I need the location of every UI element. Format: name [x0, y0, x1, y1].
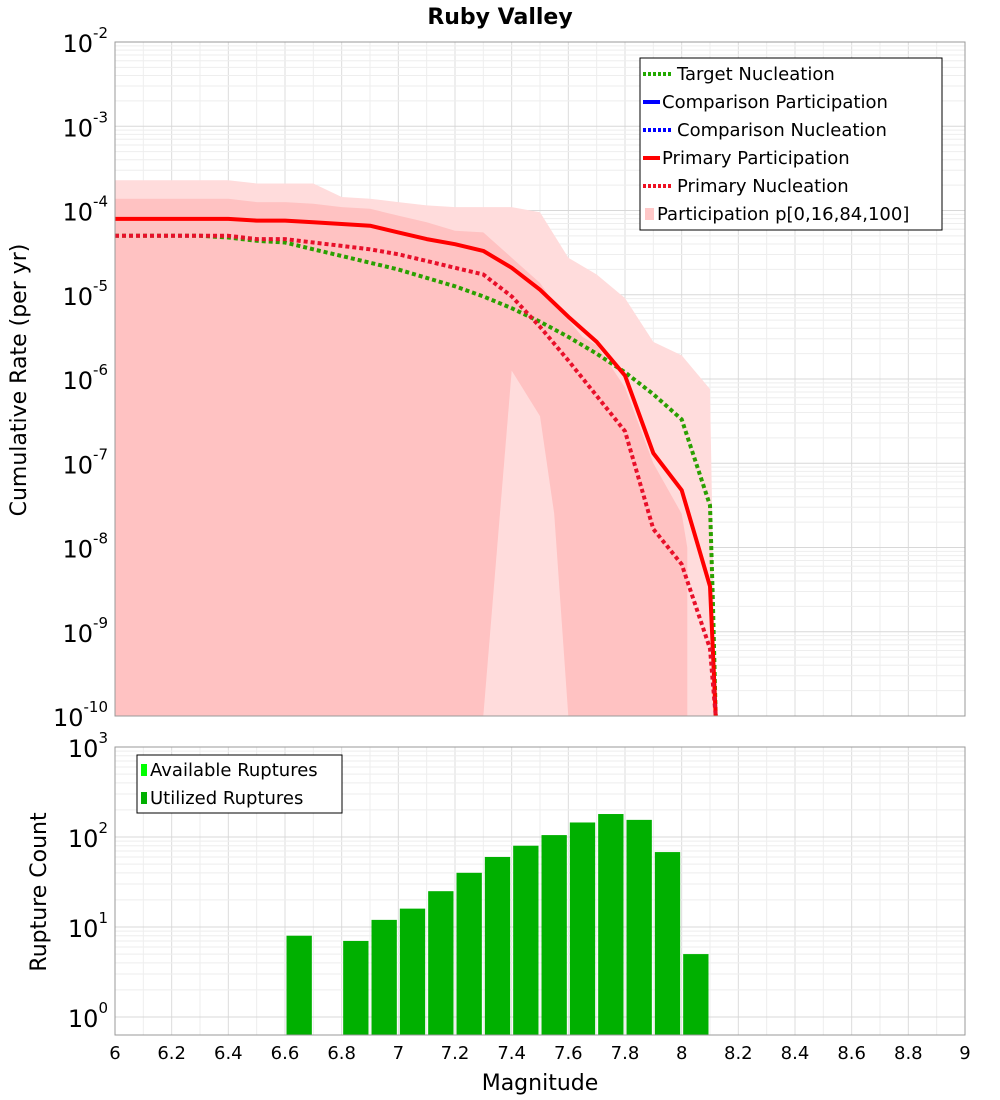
legend-label: Comparison Participation — [662, 92, 888, 113]
y-tick-label: 10-10 — [53, 698, 108, 732]
x-tick-label: 8.8 — [894, 1043, 923, 1064]
x-tick-label: 8.6 — [837, 1043, 866, 1064]
y-tick-base: 10 — [62, 114, 93, 142]
primary-nucleation-line — [115, 233, 718, 717]
bottom-plot-area — [286, 814, 709, 1035]
x-tick-label: 8.2 — [724, 1043, 753, 1064]
y-tick-exponent: 2 — [98, 819, 108, 837]
y-tick-base: 10 — [68, 1005, 99, 1033]
rupture-count-bar — [484, 856, 511, 1035]
bottom-legend: Available Ruptures Utilized Ruptures — [136, 754, 343, 814]
top-legend: Target Nucleation Comparison Participatio… — [639, 57, 943, 231]
x-tick-label: 9 — [959, 1043, 970, 1064]
y-tick-exponent: -3 — [93, 108, 108, 126]
y-tick-base: 10 — [62, 620, 93, 648]
y-tick-base: 10 — [62, 283, 93, 311]
top-plot-area — [115, 180, 718, 717]
y-tick-base: 10 — [53, 704, 84, 732]
y-tick-exponent: -2 — [93, 24, 108, 42]
y-tick-base: 10 — [68, 735, 99, 763]
y-tick-base: 10 — [68, 825, 99, 853]
rupture-count-bar — [399, 908, 426, 1035]
rupture-count-bar — [343, 940, 369, 1035]
x-tick-label: 7.6 — [554, 1043, 583, 1064]
x-axis-label: Magnitude — [482, 1071, 599, 1096]
rupture-count-bar — [513, 845, 539, 1035]
x-tick-label: 8.4 — [781, 1043, 810, 1064]
y-tick-label: 101 — [68, 909, 108, 943]
y-tick-base: 10 — [62, 451, 93, 479]
x-tick-label: 7.4 — [497, 1043, 526, 1064]
y-tick-label: 100 — [68, 999, 108, 1033]
x-tick-label: 6.2 — [157, 1043, 186, 1064]
y-tick-label: 103 — [68, 729, 108, 763]
y-tick-exponent: -7 — [93, 445, 108, 463]
y-tick-base: 10 — [62, 30, 93, 58]
rupture-count-bar — [541, 835, 567, 1035]
y-tick-label: 10-3 — [62, 108, 108, 142]
top-y-axis-label: Cumulative Rate (per yr) — [7, 244, 32, 517]
y-tick-exponent: -6 — [93, 361, 108, 379]
legend-label: Primary Nucleation — [677, 176, 849, 197]
y-tick-label: 10-2 — [62, 24, 108, 58]
rupture-count-bar — [598, 814, 624, 1035]
x-tick-label: 6 — [109, 1043, 120, 1064]
rupture-count-bar — [428, 891, 454, 1035]
x-tick-label: 6.8 — [327, 1043, 356, 1064]
rupture-count-bar — [371, 919, 397, 1035]
chart-title: Ruby Valley — [427, 5, 572, 30]
y-tick-base: 10 — [62, 367, 93, 395]
y-tick-exponent: 0 — [98, 999, 108, 1017]
y-tick-exponent: -4 — [93, 193, 108, 211]
top-plot-frame — [114, 41, 966, 717]
legend-swatch — [141, 792, 147, 804]
y-tick-exponent: -5 — [93, 277, 108, 295]
x-tick-labels: 6 6.2 6.4 6.6 6.8 7 7.2 7.4 7.6 7.8 8 8.2 8.4 8.6 8.8 9 — [109, 1043, 970, 1064]
rupture-count-bar — [456, 872, 482, 1035]
y-tick-base: 10 — [68, 915, 99, 943]
y-tick-base: 10 — [62, 199, 93, 227]
y-tick-label: 10-5 — [62, 277, 108, 311]
y-tick-label: 10-8 — [62, 530, 108, 564]
y-tick-exponent: 1 — [98, 909, 108, 927]
rupture-count-bar — [286, 935, 312, 1035]
legend-label: Participation p[0,16,84,100] — [657, 204, 909, 225]
legend-label: Primary Participation — [662, 148, 850, 169]
legend-label: Utilized Ruptures — [150, 788, 303, 809]
y-tick-exponent: 3 — [98, 729, 108, 747]
y-tick-label: 10-7 — [62, 445, 108, 479]
x-tick-label: 7 — [393, 1043, 404, 1064]
primary-participation-line — [115, 216, 718, 717]
rupture-count-bar — [569, 822, 596, 1035]
x-tick-label: 7.8 — [611, 1043, 640, 1064]
y-tick-label: 10-4 — [62, 193, 108, 227]
bottom-y-axis-label: Rupture Count — [27, 812, 52, 972]
bottom-plot-frame — [114, 746, 966, 1036]
rupture-count-bar — [683, 954, 709, 1035]
legend-label: Target Nucleation — [676, 64, 835, 85]
y-tick-exponent: -9 — [93, 614, 108, 632]
legend-swatch — [645, 208, 654, 220]
x-tick-label: 8 — [676, 1043, 687, 1064]
y-tick-exponent: -8 — [93, 530, 108, 548]
rupture-count-bar — [626, 819, 652, 1035]
y-tick-exponent: -10 — [84, 698, 109, 716]
y-tick-label: 10-6 — [62, 361, 108, 395]
legend-label: Comparison Nucleation — [677, 120, 887, 141]
rupture-count-bar — [654, 852, 681, 1035]
legend-label: Available Ruptures — [150, 760, 318, 781]
y-tick-base: 10 — [62, 536, 93, 564]
participation-band-inner — [115, 198, 688, 716]
legend-swatch — [141, 764, 147, 776]
x-tick-label: 6.4 — [214, 1043, 243, 1064]
y-tick-label: 102 — [68, 819, 108, 853]
x-tick-label: 7.2 — [441, 1043, 470, 1064]
y-tick-label: 10-9 — [62, 614, 108, 648]
x-tick-label: 6.6 — [271, 1043, 300, 1064]
